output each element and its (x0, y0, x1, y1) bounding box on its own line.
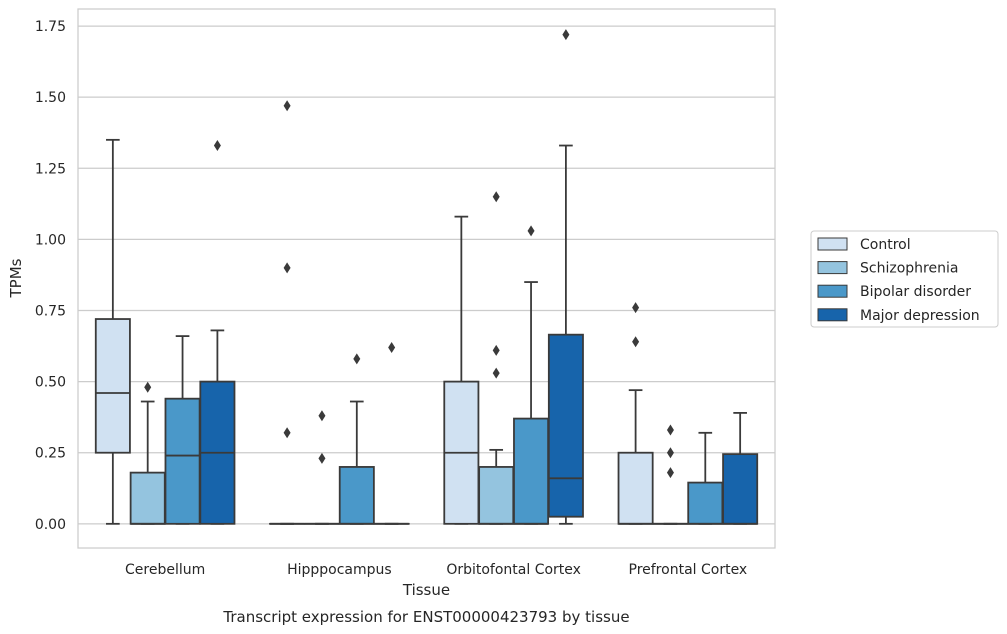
x-tick-label: Orbitofontal Cortex (446, 562, 581, 578)
box-plot-group (547, 29, 584, 525)
legend-frame (810, 230, 999, 328)
box-plot-group (722, 411, 759, 525)
outlier-point (388, 341, 396, 353)
outlier-point (492, 191, 500, 203)
box (129, 471, 166, 525)
y-tick-label: 0.75 (35, 303, 66, 319)
box (338, 466, 375, 525)
box-plot-group (513, 225, 550, 525)
box (478, 466, 515, 525)
legend: Control Schizophrenia Bipolar disorder Majo… (810, 230, 999, 328)
legend-swatch (817, 261, 848, 275)
y-tick-label: 0.00 (35, 517, 66, 533)
outlier-point (492, 367, 500, 379)
outlier-point (666, 424, 674, 436)
outlier-point (353, 353, 361, 365)
box (513, 417, 550, 525)
x-axis-label: Tissue (402, 581, 450, 599)
outlier-point (632, 336, 640, 348)
outlier-point (562, 29, 570, 41)
x-tick-labels: Cerebellum Hipppocampus Orbitofontal Corte… (125, 562, 747, 578)
outlier-point (318, 410, 326, 422)
y-tick-label: 0.25 (35, 446, 66, 462)
y-tick-label: 1.00 (35, 232, 66, 248)
x-tick-label: Prefrontal Cortex (629, 562, 748, 578)
box (547, 333, 584, 518)
outlier-point (283, 427, 291, 439)
x-tick-label: Hipppocampus (287, 562, 392, 578)
chart-title: Transcript expression for ENST0000042379… (222, 608, 629, 626)
outlier-point (632, 302, 640, 314)
outlier-point (666, 467, 674, 479)
outlier-point (492, 344, 500, 356)
box-plot-group (443, 215, 480, 525)
box-plot-group (94, 138, 131, 525)
box-plot-group (373, 341, 410, 525)
outlier-point (213, 140, 221, 152)
legend-label: Major depression (860, 308, 980, 324)
box-plot-group (687, 431, 724, 525)
outlier-point (666, 447, 674, 459)
y-tick-label: 1.50 (35, 90, 66, 106)
box-plot-group (617, 302, 654, 525)
y-tick-labels: 0.00 0.25 0.50 0.75 1.00 1.25 1.50 1.75 (35, 19, 66, 533)
box (94, 318, 131, 454)
outlier-point (318, 452, 326, 464)
box (164, 397, 201, 525)
legend-swatch (817, 284, 848, 298)
x-tick-label: Cerebellum (125, 562, 205, 578)
legend-label: Bipolar disorder (860, 284, 971, 300)
y-tick-label: 1.75 (35, 19, 66, 35)
plot-frame (77, 8, 776, 549)
legend-label: Control (860, 237, 911, 253)
outlier-point (283, 262, 291, 274)
box (722, 453, 759, 525)
box-plot-group (338, 353, 375, 525)
legend-swatch (817, 308, 848, 322)
outlier-point (283, 100, 291, 112)
outlier-point (144, 381, 152, 393)
legend-label: Schizophrenia (860, 261, 958, 277)
box (617, 451, 654, 525)
y-tick-label: 0.50 (35, 375, 66, 391)
box (687, 481, 724, 525)
box-plot-group (164, 335, 201, 525)
y-axis-label: TPMs (7, 258, 25, 298)
outlier-point (527, 225, 535, 237)
box-plot-group (199, 140, 236, 525)
box-plot-marks (94, 29, 759, 525)
y-tick-label: 1.25 (35, 161, 66, 177)
box-plot-group (303, 410, 340, 525)
legend-swatch (817, 237, 848, 251)
